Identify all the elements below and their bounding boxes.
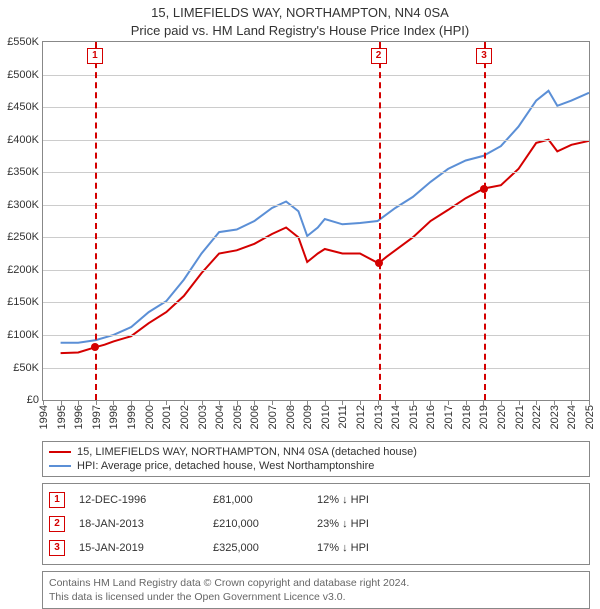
y-axis-label: £500K: [7, 69, 39, 81]
x-axis-label: 2008: [285, 405, 297, 429]
x-axis-label: 2012: [355, 405, 367, 429]
y-axis-label: £150K: [7, 296, 39, 308]
legend-row: 15, LIMEFIELDS WAY, NORTHAMPTON, NN4 0SA…: [49, 445, 583, 459]
chart-container: 15, LIMEFIELDS WAY, NORTHAMPTON, NN4 0SA…: [0, 0, 600, 590]
chart-svg: [43, 42, 589, 400]
x-axis-label: 2007: [267, 405, 279, 429]
x-axis-label: 1997: [91, 405, 103, 429]
y-axis-label: £200K: [7, 264, 39, 276]
transaction-row: 2 18-JAN-2013 £210,000 23% ↓ HPI: [49, 512, 583, 536]
transaction-price: £210,000: [213, 518, 303, 530]
y-axis-label: £100K: [7, 329, 39, 341]
sale-marker-box: 3: [476, 48, 492, 64]
transaction-date: 18-JAN-2013: [79, 518, 199, 530]
transaction-delta: 12% ↓ HPI: [317, 494, 369, 506]
transaction-marker: 3: [49, 540, 65, 556]
transaction-marker: 2: [49, 516, 65, 532]
x-axis-label: 1995: [56, 405, 68, 429]
x-axis-label: 2010: [320, 405, 332, 429]
x-axis-label: 2025: [584, 405, 596, 429]
title-subtitle: Price paid vs. HM Land Registry's House …: [0, 22, 600, 40]
x-axis-label: 2015: [408, 405, 420, 429]
x-axis-label: 2005: [232, 405, 244, 429]
series-line-hpi: [61, 91, 589, 343]
transaction-row: 3 15-JAN-2019 £325,000 17% ↓ HPI: [49, 536, 583, 560]
y-axis-label: £350K: [7, 166, 39, 178]
x-axis-label: 2020: [496, 405, 508, 429]
x-axis-label: 1999: [126, 405, 138, 429]
y-gridline: [43, 270, 589, 271]
title-address: 15, LIMEFIELDS WAY, NORTHAMPTON, NN4 0SA: [0, 4, 600, 22]
transaction-marker: 1: [49, 492, 65, 508]
x-axis-label: 2023: [549, 405, 561, 429]
x-axis-label: 2001: [161, 405, 173, 429]
x-axis-label: 2016: [425, 405, 437, 429]
x-axis-label: 1996: [73, 405, 85, 429]
legend-label: HPI: Average price, detached house, West…: [77, 460, 374, 472]
footer-line-2: This data is licensed under the Open Gov…: [49, 590, 583, 604]
x-axis-label: 2019: [478, 405, 490, 429]
y-axis-label: £250K: [7, 231, 39, 243]
y-gridline: [43, 75, 589, 76]
x-axis-label: 2000: [144, 405, 156, 429]
legend-swatch: [49, 451, 71, 453]
y-gridline: [43, 302, 589, 303]
legend-row: HPI: Average price, detached house, West…: [49, 459, 583, 473]
transaction-price: £325,000: [213, 542, 303, 554]
legend-swatch: [49, 465, 71, 467]
legend: 15, LIMEFIELDS WAY, NORTHAMPTON, NN4 0SA…: [42, 441, 590, 477]
legend-label: 15, LIMEFIELDS WAY, NORTHAMPTON, NN4 0SA…: [77, 446, 417, 458]
transaction-date: 15-JAN-2019: [79, 542, 199, 554]
x-axis-label: 2022: [531, 405, 543, 429]
y-gridline: [43, 368, 589, 369]
y-gridline: [43, 140, 589, 141]
x-axis-label: 2021: [514, 405, 526, 429]
transactions-table: 1 12-DEC-1996 £81,000 12% ↓ HPI 2 18-JAN-2013…: [42, 483, 590, 565]
y-axis-label: £450K: [7, 101, 39, 113]
transaction-date: 12-DEC-1996: [79, 494, 199, 506]
sale-marker-line: [379, 42, 381, 400]
sale-point: [91, 343, 99, 351]
x-axis-label: 2009: [302, 405, 314, 429]
x-axis-label: 2013: [373, 405, 385, 429]
chart-area: £0£50K£100K£150K£200K£250K£300K£350K£400…: [42, 41, 590, 401]
y-gridline: [43, 107, 589, 108]
x-axis-label: 2003: [197, 405, 209, 429]
y-axis-label: £550K: [7, 36, 39, 48]
sale-marker-line: [484, 42, 486, 400]
footer-attribution: Contains HM Land Registry data © Crown c…: [42, 571, 590, 609]
y-axis-label: £400K: [7, 134, 39, 146]
x-axis-label: 1994: [38, 405, 50, 429]
sale-marker-box: 2: [371, 48, 387, 64]
x-axis-label: 1998: [108, 405, 120, 429]
transaction-delta: 23% ↓ HPI: [317, 518, 369, 530]
transaction-price: £81,000: [213, 494, 303, 506]
sale-marker-box: 1: [87, 48, 103, 64]
x-axis-label: 2004: [214, 405, 226, 429]
sale-point: [480, 185, 488, 193]
x-axis-label: 2006: [249, 405, 261, 429]
sale-point: [375, 259, 383, 267]
x-axis-label: 2018: [461, 405, 473, 429]
y-gridline: [43, 335, 589, 336]
y-gridline: [43, 172, 589, 173]
x-axis-label: 2024: [566, 405, 578, 429]
x-axis-label: 2014: [390, 405, 402, 429]
y-gridline: [43, 205, 589, 206]
x-axis-label: 2017: [443, 405, 455, 429]
transaction-delta: 17% ↓ HPI: [317, 542, 369, 554]
y-gridline: [43, 237, 589, 238]
x-axis-label: 2011: [337, 405, 349, 429]
footer-line-1: Contains HM Land Registry data © Crown c…: [49, 576, 583, 590]
x-axis-label: 2002: [179, 405, 191, 429]
transaction-row: 1 12-DEC-1996 £81,000 12% ↓ HPI: [49, 488, 583, 512]
title-block: 15, LIMEFIELDS WAY, NORTHAMPTON, NN4 0SA…: [0, 0, 600, 41]
y-axis-label: £300K: [7, 199, 39, 211]
y-axis-label: £50K: [13, 362, 39, 374]
